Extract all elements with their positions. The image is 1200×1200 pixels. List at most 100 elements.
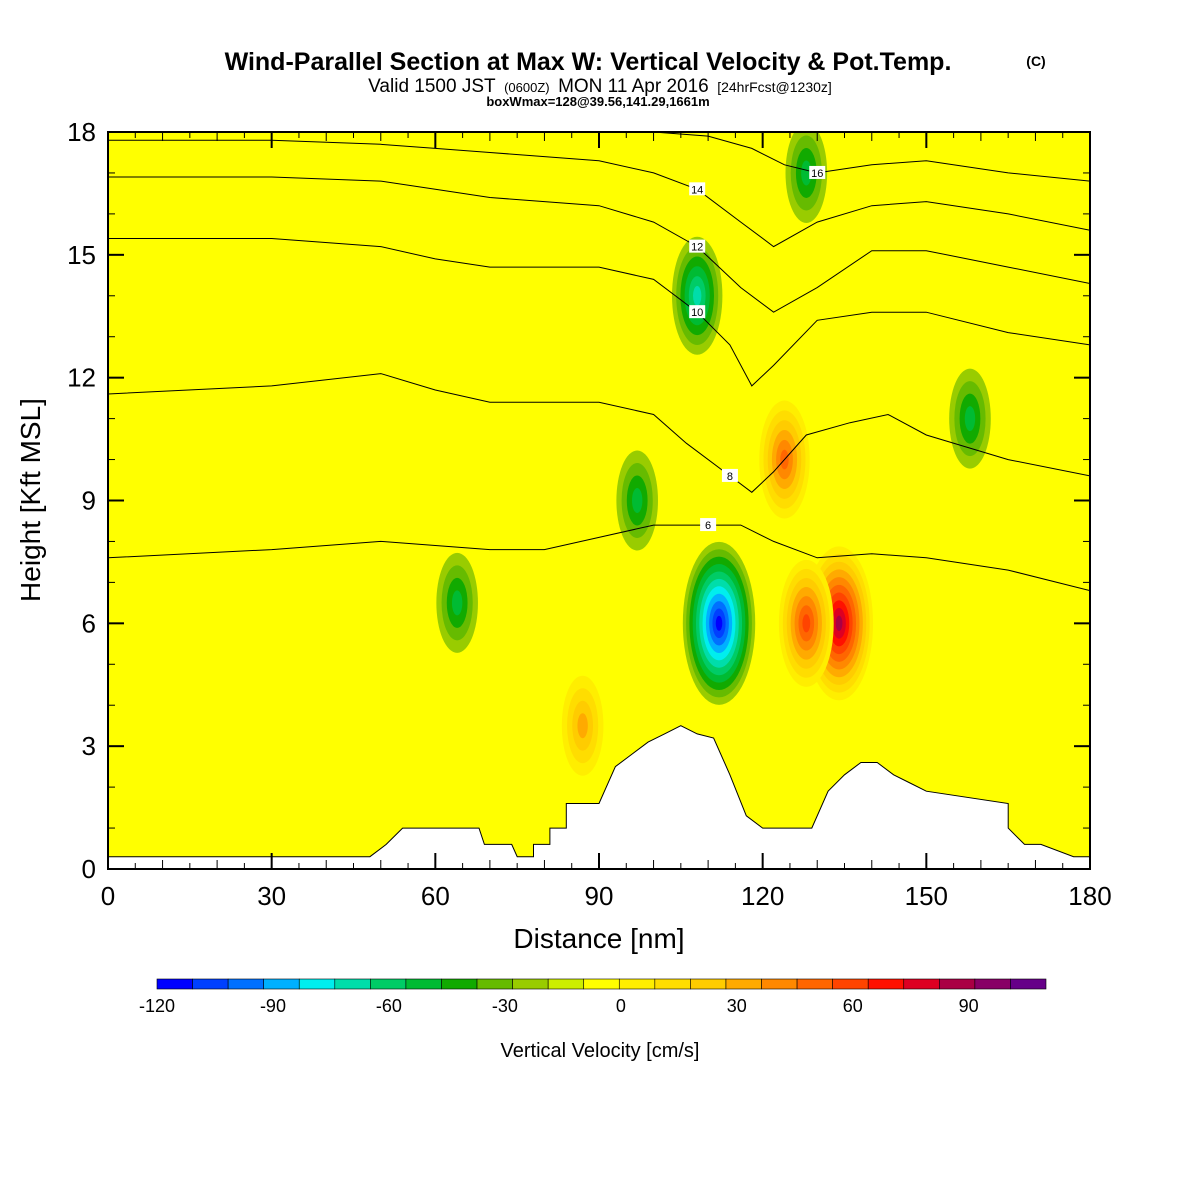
velocity-band: [451, 590, 463, 616]
colorbar-swatch: [618, 978, 656, 990]
terrain: [108, 725, 1090, 869]
contour-label-8: 8: [727, 471, 733, 483]
velocity-feature-5: [672, 236, 723, 355]
subtitle-forecast: [24hrFcst@1230z]: [717, 79, 832, 95]
chart-boxline: boxWmax=128@39.56,141.29,1661m: [486, 94, 709, 109]
y-axis: 0 3 6 9 12 15 18: [67, 117, 1090, 884]
colorbar-swatch: [583, 978, 620, 990]
velocity-feature-9: [785, 132, 828, 223]
colorbar-tick-label: -90: [260, 996, 286, 1016]
y-tick-label: 12: [67, 363, 96, 393]
velocity-feature-8: [616, 450, 658, 551]
chart-title-copyright: (C): [1026, 53, 1045, 69]
velocity-band: [577, 713, 588, 739]
colorbar-tick-label: 0: [616, 996, 626, 1016]
chart-subtitle: Valid 1500 JST (0600Z) MON 11 Apr 2016 […: [368, 76, 832, 97]
colorbar-swatch: [227, 978, 264, 990]
velocity-feature-6: [436, 552, 478, 653]
colorbar-swatch: [192, 978, 229, 990]
colorbar-swatch: [1010, 978, 1047, 990]
colorbar-swatch: [832, 978, 869, 990]
velocity-band: [802, 614, 811, 633]
velocity-feature-2: [778, 559, 834, 687]
y-tick-label: 9: [82, 486, 96, 516]
x-tick-label: 0: [101, 881, 115, 911]
contour-label-16: 16: [811, 168, 823, 180]
colorbar-swatch: [476, 978, 513, 990]
contour-label-6: 6: [705, 520, 711, 532]
y-tick-label: 3: [82, 731, 96, 761]
contour-label-12: 12: [691, 242, 703, 254]
colorbar-swatch: [761, 978, 798, 990]
colorbar-swatch: [298, 978, 336, 990]
colorbar-swatch: [334, 978, 371, 990]
colorbar-title: Vertical Velocity [cm/s]: [501, 1040, 700, 1062]
subtitle-zulu: (0600Z): [504, 80, 550, 95]
colorbar-swatch: [405, 978, 442, 990]
colorbar-swatch: [547, 978, 585, 990]
colorbar-swatch: [156, 978, 193, 990]
y-tick-label: 15: [67, 240, 96, 270]
velocity-band: [631, 488, 643, 513]
subtitle-valid: Valid 1500 JST: [368, 76, 496, 97]
velocity-band: [715, 615, 723, 631]
theta-contours: 6 8 10 12 14 16: [108, 132, 1090, 592]
x-tick-label: 120: [741, 881, 784, 911]
colorbar: -120 -90 -60 -30 0 30 60 90: [139, 978, 1047, 1016]
contour-line-6: [108, 524, 1090, 592]
colorbar-tick-label: -30: [492, 996, 518, 1016]
velocity-band: [964, 406, 976, 432]
colorbar-swatch: [974, 978, 1011, 990]
velocity-feature-3: [561, 675, 604, 776]
colorbar-tick-label: -120: [139, 996, 175, 1016]
colorbar-tick-label: 30: [727, 996, 747, 1016]
y-tick-label: 6: [82, 608, 96, 638]
contour-label-bg: [721, 468, 738, 482]
velocity-band: [693, 285, 702, 306]
colorbar-swatch: [263, 978, 300, 990]
velocity-band: [801, 160, 812, 186]
x-tick-label: 60: [421, 881, 450, 911]
x-axis-label: Distance [nm]: [513, 923, 684, 954]
velocity-feature-7: [949, 368, 991, 469]
contour-label-14: 14: [691, 184, 703, 196]
colorbar-swatch: [939, 978, 976, 990]
y-tick-label: 0: [82, 854, 96, 884]
subtitle-date: MON 11 Apr 2016: [558, 76, 709, 97]
contour-line-8: [108, 373, 1090, 493]
colorbar-swatch: [903, 978, 940, 990]
plot-background: [108, 132, 1090, 869]
contour-label-bg: [689, 305, 706, 319]
colorbar-swatch: [690, 978, 727, 990]
contour-label-bg: [700, 518, 717, 532]
contour-label-bg: [689, 182, 706, 196]
colorbar-swatch: [512, 978, 549, 990]
contour-line-12: [108, 176, 1090, 313]
x-tick-label: 180: [1068, 881, 1111, 911]
x-tick-label: 30: [257, 881, 286, 911]
colorbar-swatch: [654, 978, 691, 990]
contour-label-10: 10: [691, 307, 703, 319]
colorbar-tick-label: 90: [959, 996, 979, 1016]
colorbar-swatch: [725, 978, 762, 990]
colorbar-swatch: [441, 978, 478, 990]
x-tick-label: 90: [585, 881, 614, 911]
velocity-field: [436, 132, 991, 776]
velocity-band: [835, 615, 843, 632]
contour-label-bg: [809, 165, 826, 179]
colorbar-tick-label: 60: [843, 996, 863, 1016]
contour-line-14: [108, 139, 1090, 248]
y-tick-label: 18: [67, 117, 96, 147]
colorbar-swatch: [796, 978, 833, 990]
chart-title: Wind-Parallel Section at Max W: Vertical…: [225, 48, 952, 76]
contour-label-bg: [689, 239, 706, 253]
plot-area: 6 8 10 12 14 16: [108, 132, 1090, 869]
velocity-feature-4: [682, 541, 756, 705]
y-axis-label: Height [Kft MSL]: [15, 398, 46, 602]
colorbar-swatch: [867, 978, 905, 990]
colorbar-tick-label: -60: [376, 996, 402, 1016]
colorbar-swatch: [370, 978, 407, 990]
x-axis: 0 30 60 90 120 150 180: [101, 132, 1112, 911]
x-tick-label: 150: [905, 881, 948, 911]
